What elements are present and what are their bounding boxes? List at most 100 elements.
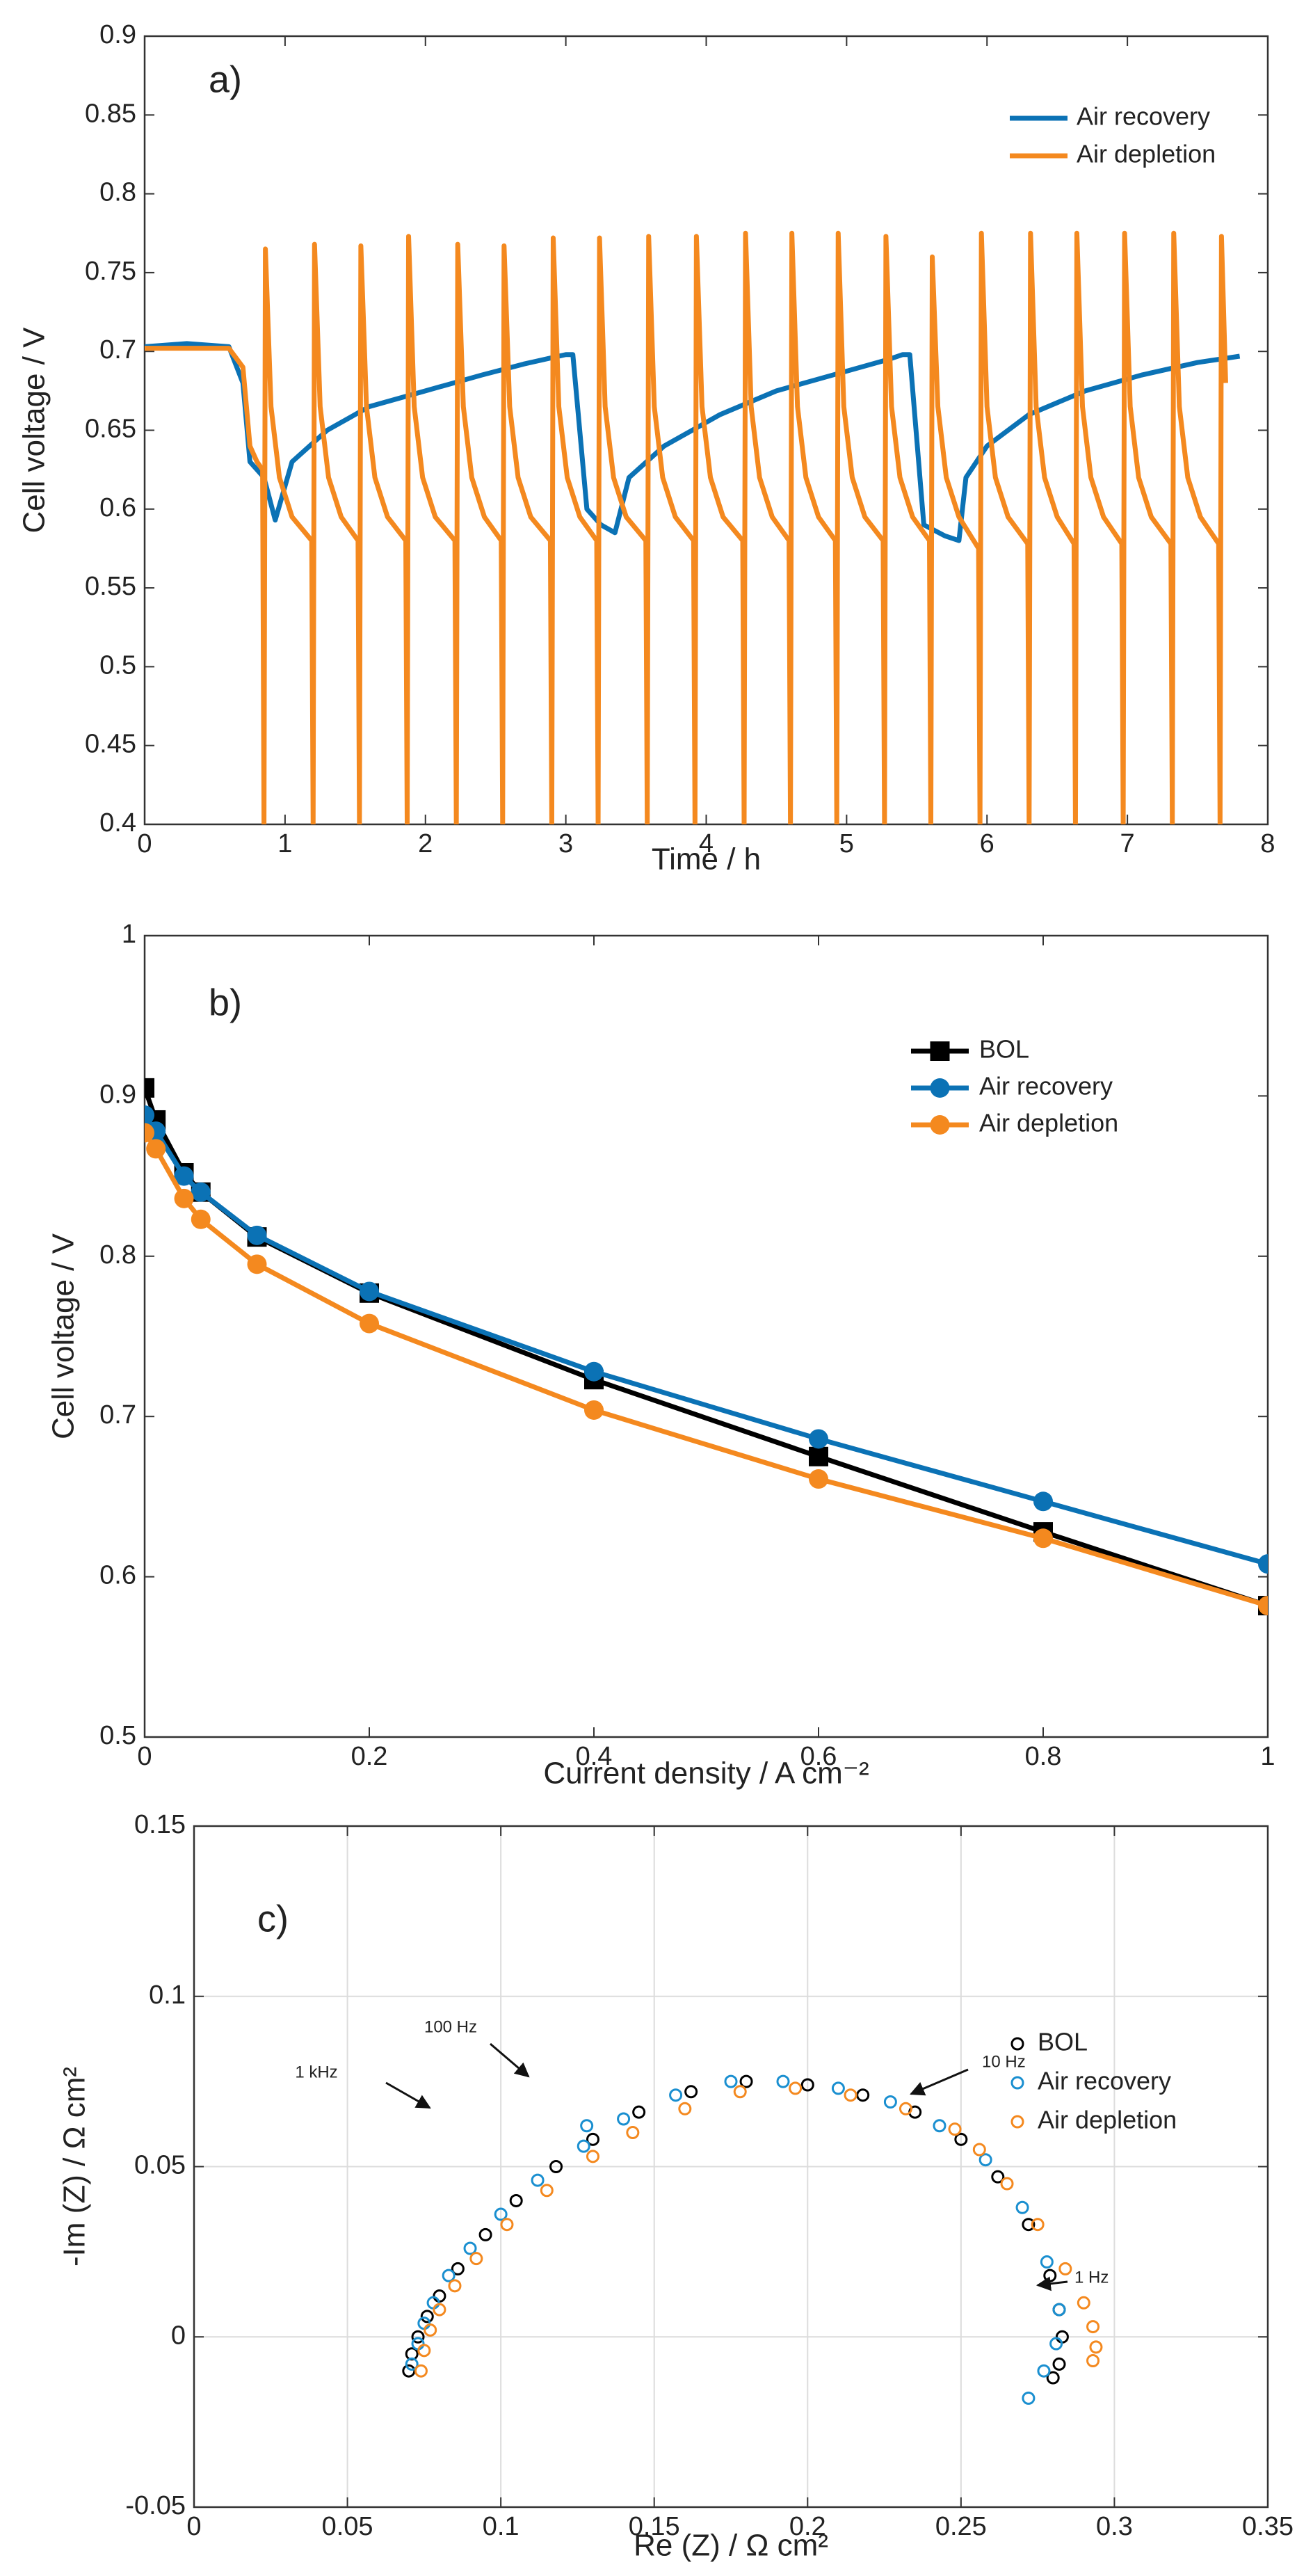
y-tick-label: 0.1 [149, 1981, 186, 2010]
series-line [145, 1131, 1268, 1608]
scatter-point [414, 2364, 428, 2378]
scatter-point [417, 2344, 431, 2358]
y-tick-label: 0.7 [99, 335, 136, 365]
x-tick-label: 4 [699, 829, 714, 858]
annotation: 100 Hz [424, 2017, 477, 2036]
scatter-point [776, 2074, 790, 2088]
marker [1258, 1554, 1268, 1574]
scatter-point [733, 2085, 747, 2099]
y-tick-label: 0.5 [99, 650, 136, 680]
x-tick-label: 5 [839, 829, 854, 858]
scatter-point [844, 2088, 857, 2102]
y-axis-label: Cell voltage / V [47, 1233, 81, 1439]
marker [1033, 1528, 1053, 1549]
y-axis-label: Cell voltage / V [17, 327, 51, 534]
scatter-point [580, 2119, 594, 2133]
scatter-point [1022, 2391, 1036, 2405]
panel-label: a) [209, 58, 242, 100]
chart-panel: 0 0.05 0.1 0.15 0.2 0.25 0.3 0.35-0.0500.050.10… [58, 1810, 1294, 2563]
scatter-point [586, 2150, 599, 2163]
legend-label: Air depletion [1077, 140, 1216, 168]
annotation: 1 kHz [295, 2063, 337, 2081]
scatter-point [831, 2081, 845, 2095]
scatter-point [978, 2153, 992, 2167]
scatter-point [463, 2241, 477, 2255]
scatter-point [1022, 2218, 1036, 2232]
scatter-point [1052, 2357, 1066, 2371]
y-axis-label: -Im (Z) / Ω cm² [58, 2067, 92, 2266]
axes-box [143, 35, 1269, 826]
marker [809, 1469, 828, 1489]
scatter-point [739, 2074, 753, 2088]
y-tick-label: 0.8 [99, 1240, 136, 1270]
legend-label: BOL [1038, 2028, 1088, 2056]
scatter-point [948, 2122, 962, 2136]
legend-label: BOL [979, 1035, 1029, 1064]
x-tick-label: 0.8 [1025, 1742, 1062, 1771]
x-tick-label: 0.3 [1096, 2512, 1133, 2541]
y-tick-label: 0.6 [99, 493, 136, 522]
axes-box [193, 1825, 1269, 2509]
marker [247, 1254, 267, 1274]
scatter-point [856, 2088, 870, 2102]
y-tick-label: 0.7 [99, 1400, 136, 1430]
scatter-point [933, 2119, 946, 2133]
scatter-point [883, 2095, 897, 2109]
scatter-point [954, 2132, 968, 2146]
scatter-point [586, 2132, 599, 2146]
panel-label: c) [257, 1898, 289, 1939]
scatter-point [899, 2102, 912, 2115]
y-tick-label: 0.55 [85, 572, 136, 601]
legend-label: Air recovery [979, 1072, 1113, 1101]
marker [584, 1400, 604, 1420]
scatter-point [442, 2269, 456, 2282]
y-tick-label: 0.05 [134, 2151, 186, 2180]
marker [146, 1139, 166, 1159]
marker [145, 1105, 154, 1126]
scatter-point [451, 2262, 465, 2275]
marker [145, 1123, 154, 1143]
legend-marker [1010, 2115, 1024, 2129]
annotation: 1 Hz [1074, 2268, 1109, 2287]
plot-series [145, 1078, 1268, 1616]
scatter-point [405, 2357, 419, 2371]
y-tick-label: -0.05 [125, 2491, 186, 2520]
scatter-point [1086, 2320, 1100, 2334]
legend-label: Air depletion [1038, 2106, 1177, 2134]
scatter-point [1031, 2218, 1045, 2232]
scatter-point [494, 2207, 508, 2221]
x-tick-label: 8 [1260, 829, 1275, 858]
scatter-point [991, 2170, 1005, 2184]
scatter-point [1015, 2200, 1029, 2214]
chart-panel: 0 1 2 3 4 5 6 7 8 0.4 0.45 0.5 0.55 0.6 0.65 0.7 0.75 0.8… [17, 20, 1275, 877]
scatter-point [972, 2143, 986, 2157]
y-tick-label: 0.8 [99, 178, 136, 207]
scatter-point [549, 2160, 563, 2173]
legend-marker [930, 1115, 950, 1135]
y-tick-label: 0.65 [85, 415, 136, 444]
x-tick-label: 0.05 [322, 2512, 373, 2541]
scatter-point [684, 2085, 698, 2099]
marker [360, 1313, 379, 1334]
legend-marker [1010, 2076, 1024, 2090]
scatter-point [626, 2126, 640, 2140]
x-tick-label: 0.35 [1242, 2512, 1294, 2541]
x-axis-label: Time / h [652, 842, 761, 877]
x-tick-label: 0.2 [789, 2512, 826, 2541]
annotation-arrow [490, 2042, 530, 2078]
scatter-point [433, 2303, 446, 2317]
legend-marker [1010, 2037, 1024, 2051]
x-tick-label: 0.1 [483, 2512, 519, 2541]
scatter-point [402, 2364, 416, 2378]
plot-area [145, 936, 1268, 1737]
scatter-point [1046, 2371, 1060, 2385]
marker [360, 1281, 379, 1302]
x-tick-label: 0.6 [800, 1742, 837, 1771]
scatter-point [1040, 2255, 1054, 2269]
y-tick-label: 0.4 [99, 808, 136, 838]
legend-marker [930, 1078, 950, 1098]
scatter-point [1000, 2177, 1014, 2191]
legend-label: Air recovery [1038, 2067, 1171, 2095]
